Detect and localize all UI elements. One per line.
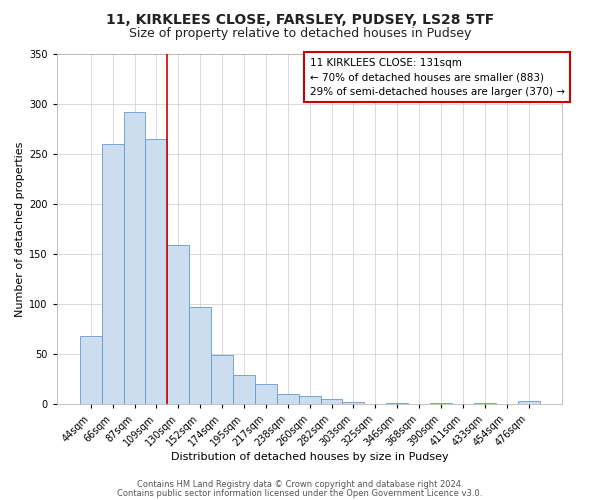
Text: 11, KIRKLEES CLOSE, FARSLEY, PUDSEY, LS28 5TF: 11, KIRKLEES CLOSE, FARSLEY, PUDSEY, LS2… <box>106 12 494 26</box>
Bar <box>211 356 233 405</box>
Bar <box>167 245 189 404</box>
Bar <box>277 394 299 404</box>
Bar <box>518 402 539 404</box>
Bar <box>124 112 145 405</box>
Bar <box>189 308 211 404</box>
Y-axis label: Number of detached properties: Number of detached properties <box>15 142 25 317</box>
Bar <box>299 396 320 404</box>
Bar <box>343 402 364 404</box>
X-axis label: Distribution of detached houses by size in Pudsey: Distribution of detached houses by size … <box>171 452 448 462</box>
Text: Size of property relative to detached houses in Pudsey: Size of property relative to detached ho… <box>129 28 471 40</box>
Text: Contains HM Land Registry data © Crown copyright and database right 2024.: Contains HM Land Registry data © Crown c… <box>137 480 463 489</box>
Text: 11 KIRKLEES CLOSE: 131sqm
← 70% of detached houses are smaller (883)
29% of semi: 11 KIRKLEES CLOSE: 131sqm ← 70% of detac… <box>310 58 565 97</box>
Bar <box>320 400 343 404</box>
Bar <box>80 336 101 404</box>
Bar <box>233 376 255 404</box>
Bar <box>255 384 277 404</box>
Bar <box>101 144 124 405</box>
Bar <box>145 139 167 404</box>
Text: Contains public sector information licensed under the Open Government Licence v3: Contains public sector information licen… <box>118 488 482 498</box>
